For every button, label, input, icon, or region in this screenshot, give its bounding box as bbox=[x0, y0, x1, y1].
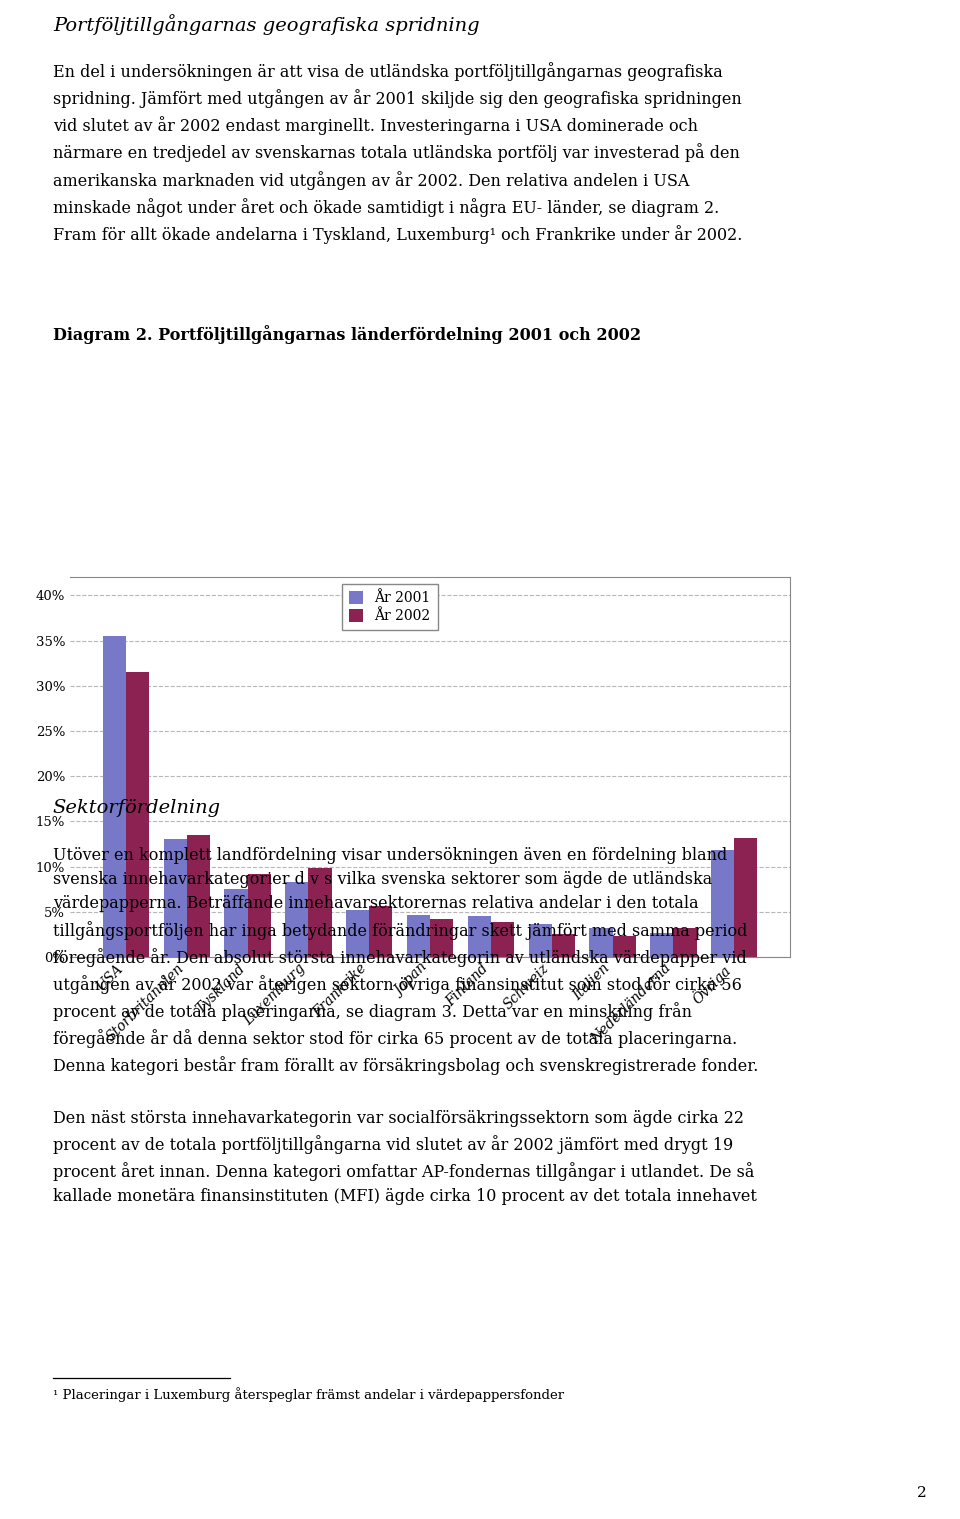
Text: En del i undersökningen är att visa de utländska portföljtillgångarnas geografis: En del i undersökningen är att visa de u… bbox=[53, 62, 742, 245]
Bar bbox=[612, 936, 636, 957]
Text: Utöver en komplett landfördelning visar undersökningen även en fördelning bland
: Utöver en komplett landfördelning visar … bbox=[53, 848, 758, 1075]
Bar bbox=[163, 840, 187, 957]
Bar bbox=[285, 883, 308, 957]
Bar bbox=[673, 928, 697, 957]
Bar bbox=[529, 924, 552, 957]
Bar bbox=[225, 889, 248, 957]
Bar bbox=[734, 837, 757, 957]
Bar bbox=[430, 919, 453, 957]
Bar bbox=[407, 916, 430, 957]
Text: Portföljtillgångarnas geografiska spridning: Portföljtillgångarnas geografiska spridn… bbox=[53, 14, 479, 35]
Text: Den näst största innehavarkategorin var socialförsäkringssektorn som ägde cirka : Den näst största innehavarkategorin var … bbox=[53, 1110, 756, 1206]
Text: Sektorfördelning: Sektorfördelning bbox=[53, 799, 221, 817]
Bar bbox=[370, 907, 393, 957]
Bar bbox=[552, 934, 575, 957]
Bar bbox=[347, 910, 370, 957]
Bar bbox=[650, 933, 673, 957]
Legend: År 2001, År 2002: År 2001, År 2002 bbox=[343, 585, 438, 630]
Bar bbox=[491, 922, 514, 957]
Bar bbox=[103, 636, 126, 957]
Text: 2: 2 bbox=[917, 1486, 926, 1501]
Bar bbox=[711, 851, 734, 957]
Bar bbox=[468, 916, 491, 957]
Text: Diagram 2. Portföljtillgångarnas länderfördelning 2001 och 2002: Diagram 2. Portföljtillgångarnas länderf… bbox=[53, 325, 641, 343]
Text: ¹ Placeringar i Luxemburg återspeglar främst andelar i värdepappersfonder: ¹ Placeringar i Luxemburg återspeglar fr… bbox=[53, 1387, 564, 1402]
Bar bbox=[308, 869, 331, 957]
Bar bbox=[126, 671, 149, 957]
Bar bbox=[589, 928, 612, 957]
Bar bbox=[248, 873, 271, 957]
Bar bbox=[187, 835, 210, 957]
